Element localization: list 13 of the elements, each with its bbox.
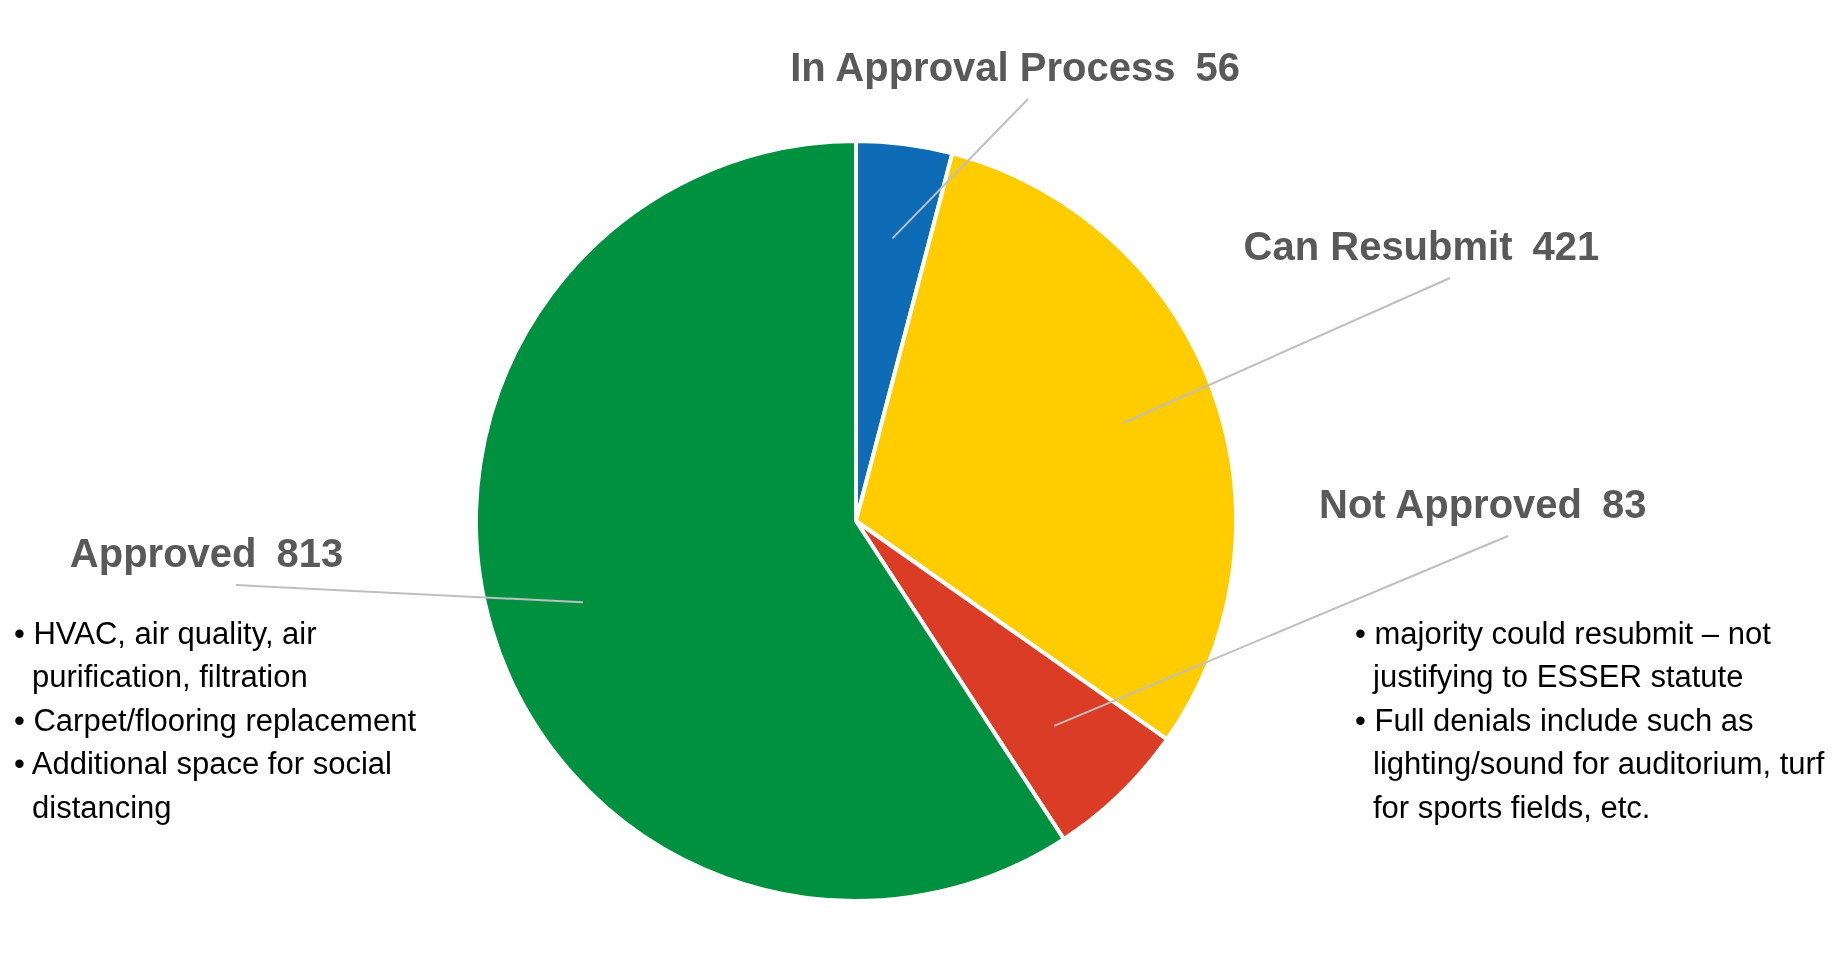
data-label: 813 [276,531,344,575]
text: • majority could resubmit – not justifying to ESSER statute [1355,616,1771,695]
slice-label: Can Resubmit [1243,224,1513,268]
data-label: 421 [1532,224,1600,268]
text: • HVAC, air quality, air purification, filtration [14,616,317,695]
text: • Additional space for social distancing [14,746,392,825]
text: • Carpet/flooring replacement [14,702,417,738]
data-label: 56 [1195,45,1240,89]
text: • Full denials include such as lighting/sound for auditorium, turf for sports fields, etc. [1355,702,1825,825]
slice-label: Not Approved [1319,482,1582,526]
slice-label: Approved [69,531,257,575]
data-label: 83 [1602,482,1647,526]
slice-label: In Approval Process [790,45,1176,89]
